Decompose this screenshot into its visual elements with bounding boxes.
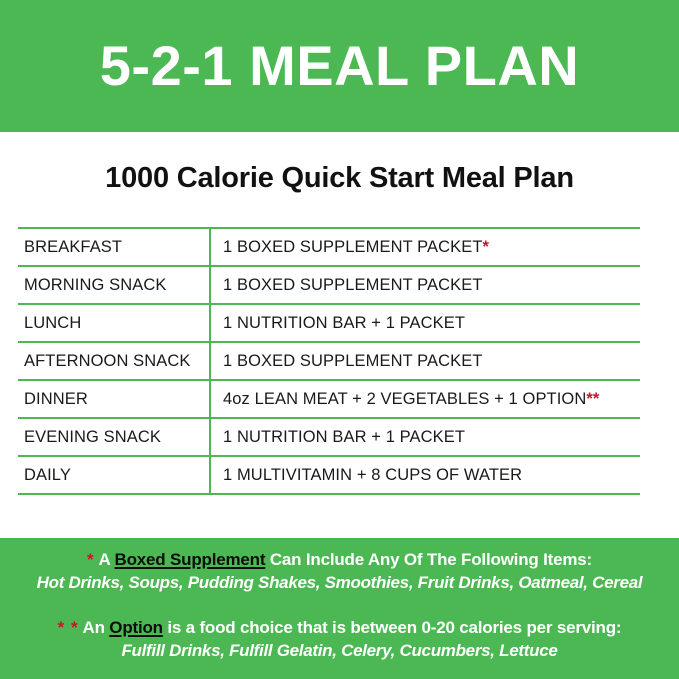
meal-schedule-table: BREAKFAST 1 BOXED SUPPLEMENT PACKET* MOR…	[18, 227, 640, 495]
meal-value-evening-snack: 1 NUTRITION BAR + 1 PACKET	[210, 417, 640, 457]
table-row: BREAKFAST 1 BOXED SUPPLEMENT PACKET*	[18, 227, 640, 267]
meal-label-breakfast: BREAKFAST	[18, 227, 211, 267]
table-row: DINNER 4oz LEAN MEAT + 2 VEGETABLES + 1 …	[18, 379, 640, 419]
table-row: AFTERNOON SNACK 1 BOXED SUPPLEMENT PACKE…	[18, 341, 640, 381]
meal-value-text: 1 NUTRITION BAR + 1 PACKET	[223, 427, 466, 446]
meal-label-daily: DAILY	[18, 455, 211, 495]
table-row: LUNCH 1 NUTRITION BAR + 1 PACKET	[18, 303, 640, 343]
meal-value-text: 1 BOXED SUPPLEMENT PACKET	[223, 275, 483, 294]
meal-value-breakfast: 1 BOXED SUPPLEMENT PACKET*	[210, 227, 640, 267]
meal-value-text: 1 MULTIVITAMIN + 8 CUPS OF WATER	[223, 465, 523, 484]
meal-label-lunch: LUNCH	[18, 303, 211, 343]
meal-value-afternoon-snack: 1 BOXED SUPPLEMENT PACKET	[210, 341, 640, 381]
footnote-two-heading: * * An Option is a food choice that is b…	[0, 617, 679, 640]
table-body: BREAKFAST 1 BOXED SUPPLEMENT PACKET* MOR…	[18, 227, 640, 495]
meal-value-text: 4oz LEAN MEAT + 2 VEGETABLES + 1 OPTION	[223, 389, 587, 408]
table-row: MORNING SNACK 1 BOXED SUPPLEMENT PACKET	[18, 265, 640, 305]
meal-label-morning-snack: MORNING SNACK	[18, 265, 211, 305]
footnote-two-items: Fulfill Drinks, Fulfill Gelatin, Celery,…	[121, 640, 558, 660]
footnote-one-after: Can Include Any Of The Following Items:	[265, 550, 592, 569]
table-row: DAILY 1 MULTIVITAMIN + 8 CUPS OF WATER	[18, 455, 640, 495]
footnote-one-before: A	[94, 550, 115, 569]
meal-value-morning-snack: 1 BOXED SUPPLEMENT PACKET	[210, 265, 640, 305]
meal-value-dinner: 4oz LEAN MEAT + 2 VEGETABLES + 1 OPTION*…	[210, 379, 640, 419]
footnote-marker-double: * *	[57, 617, 79, 637]
meal-value-daily: 1 MULTIVITAMIN + 8 CUPS OF WATER	[210, 455, 640, 495]
subtitle: 1000 Calorie Quick Start Meal Plan	[105, 162, 574, 194]
header-banner: 5-2-1 MEAL PLAN	[0, 0, 679, 132]
meal-value-text: 1 BOXED SUPPLEMENT PACKET	[223, 237, 483, 256]
meal-label-dinner: DINNER	[18, 379, 211, 419]
footnote-one-heading: * A Boxed Supplement Can Include Any Of …	[0, 549, 679, 572]
footnote-two-before: An	[78, 617, 110, 637]
meal-label-afternoon-snack: AFTERNOON SNACK	[18, 341, 211, 381]
meal-label-evening-snack: EVENING SNACK	[18, 417, 211, 457]
meal-value-lunch: 1 NUTRITION BAR + 1 PACKET	[210, 303, 640, 343]
footnote-marker: *	[482, 237, 490, 256]
meal-value-text: 1 BOXED SUPPLEMENT PACKET	[223, 351, 483, 370]
page-title: 5-2-1 MEAL PLAN	[99, 34, 580, 97]
footnotes-banner: * A Boxed Supplement Can Include Any Of …	[0, 538, 679, 679]
footnote-one-items: Hot Drinks, Soups, Pudding Shakes, Smoot…	[36, 572, 643, 592]
footnote-marker-single: *	[87, 550, 95, 569]
table-row: EVENING SNACK 1 NUTRITION BAR + 1 PACKET	[18, 417, 640, 457]
footnote-spacer	[0, 595, 679, 617]
main-content: 1000 Calorie Quick Start Meal Plan BREAK…	[0, 132, 679, 538]
footnote-two-after: is a food choice that is between 0-20 ca…	[162, 617, 622, 637]
meal-value-text: 1 NUTRITION BAR + 1 PACKET	[223, 313, 466, 332]
footnote-one-term: Boxed Supplement	[114, 550, 266, 569]
footnote-marker: **	[586, 389, 600, 408]
footnote-two-term: Option	[109, 617, 163, 637]
